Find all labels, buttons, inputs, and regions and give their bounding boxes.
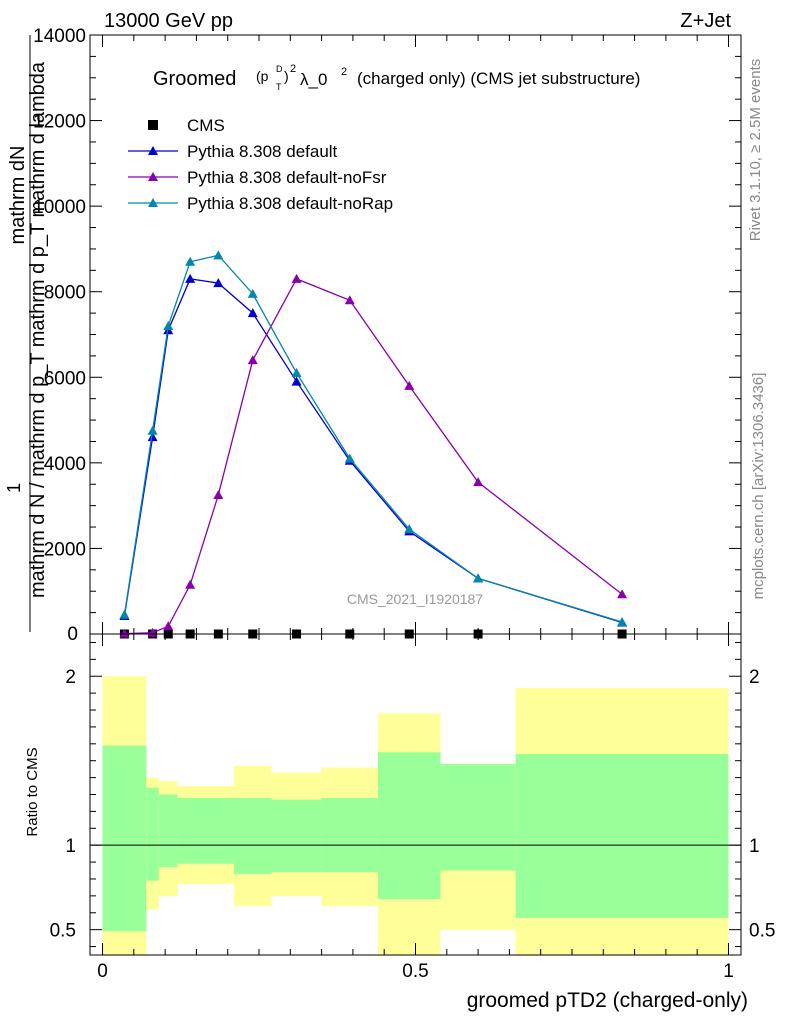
data-point-noFsr [404,380,415,390]
legend-label-cms: CMS [187,116,225,135]
analysis-watermark: CMS_2021_I1920187 [347,591,483,607]
x-axis-label: groomed pTD2 (charged-only) [467,989,748,1012]
x-tick-label: 0 [97,961,108,982]
data-point-noRap [404,524,415,534]
main-ytick-label: 6000 [44,368,86,389]
data-point-noRap [119,609,130,619]
legend-marker-default [148,146,158,155]
data-point-default [213,278,224,288]
series-line-noRap [123,254,623,623]
legend-label-default: Pythia 8.308 default [187,142,338,161]
data-point-default [147,432,158,442]
ylabel-top: 1 [4,483,24,493]
ratio-band-inner [102,745,147,932]
data-point-noFsr [617,589,628,599]
main-ytick-label-zero: 0 [67,624,78,645]
series-default [119,273,628,627]
data-point-noFsr [344,295,355,305]
data-point-noRap [163,320,174,330]
ratio-ylabel: Ratio to CMS [24,747,41,836]
ylabel-denominator: mathrm d N / mathrm d p_T mathrm d p_T m… [27,61,49,598]
main-ylabel: 1 mathrm dN mathrm d N / mathrm d p_T ma… [4,35,49,632]
ratio-band-inner [440,764,516,871]
legend-marker-cms [148,120,158,130]
ratio-band-inner [515,753,729,918]
series-noFsr [119,273,628,638]
data-point-noFsr [291,273,302,283]
ratio-ytick-label-right: 1 [749,836,760,857]
ratio-ytick-label-right: 0.5 [749,921,775,942]
ratio-band-inner [146,787,159,881]
main-ytick-label: 12000 [33,112,86,133]
title-sup-2a: 2 [290,63,296,75]
rivet-label: Rivet 3.1.10, ≥ 2.5M events [747,59,764,242]
title-prefix: Groomed [153,68,236,90]
ylabel-numerator: mathrm dN [7,146,29,245]
data-point-noFsr [213,489,224,499]
main-ytick-label: 4000 [44,454,86,475]
main-plot-group: 2000 4000 6000 8000 10000 12000 14000 0 [33,26,742,645]
ratio-band-inner [377,752,441,900]
title-sup-2b: 2 [341,66,347,78]
title-sup-d: D [276,64,283,74]
ratio-band-inner [321,797,378,873]
legend-label-noFsr: Pythia 8.308 default-noFsr [187,168,387,187]
title-rest: (charged only) (CMS jet substructure) [357,69,640,88]
data-point-noFsr [247,355,258,365]
data-point-noFsr [163,621,174,631]
ratio-band-inner [271,799,322,873]
main-ytick-label: 8000 [44,283,86,304]
ratio-ytick-label: 2 [65,667,76,688]
data-point-noRap [473,573,484,583]
data-point-noFsr [473,477,484,487]
ratio-bands [90,676,741,955]
title-paren-open: (p [256,68,269,84]
series-line-default [123,278,623,624]
legend-label-noRap: Pythia 8.308 default-noRap [187,194,393,213]
x-tick-label: 0.5 [402,961,428,982]
header-right: Z+Jet [680,10,731,32]
data-point-default [247,308,258,318]
series-noRap [119,250,628,627]
data-point-noRap [617,617,628,627]
title-paren-close: ) [284,68,289,84]
series-line-noFsr [124,278,623,635]
header-left: 13000 GeV pp [104,10,233,32]
data-point-default [185,273,196,283]
main-ytick-label: 2000 [44,539,86,560]
ratio-ytick-label: 1 [65,836,76,857]
ratio-ytick-label: 0.5 [50,921,76,942]
ratio-band-inner [158,794,178,868]
data-point-noRap [213,250,224,260]
main-ytick-label: 14000 [33,26,86,47]
legend: CMS Pythia 8.308 default Pythia 8.308 defa… [128,116,393,213]
data-point-default [291,376,302,386]
ratio-plot-group: 0.5 0.5 1 1 2 2 0 0.5 1 [50,633,775,982]
title-sub-t: T [276,82,282,92]
data-point-noFsr [119,628,130,638]
main-ytick-label: 10000 [33,197,86,218]
data-point-noFsr [185,579,196,589]
data-point-noRap [344,453,355,463]
mcplots-label: mcplots.cern.ch [arXiv:1306.3436] [750,373,767,600]
ratio-ytick-label-right: 2 [749,667,760,688]
x-tick-label: 1 [723,961,734,982]
data-point-noRap [291,368,302,378]
ratio-band-inner [177,797,234,864]
legend-marker-noRap [148,198,158,207]
ratio-band-inner [233,797,272,874]
data-point-noRap [185,256,196,266]
legend-marker-noFsr [148,172,158,181]
title-lambda: λ_0 [300,70,327,89]
main-title: Groomed (p D T ) 2 λ_0 2 (charged only) … [153,63,640,92]
data-point-noRap [247,288,258,298]
data-point-noRap [147,425,158,435]
